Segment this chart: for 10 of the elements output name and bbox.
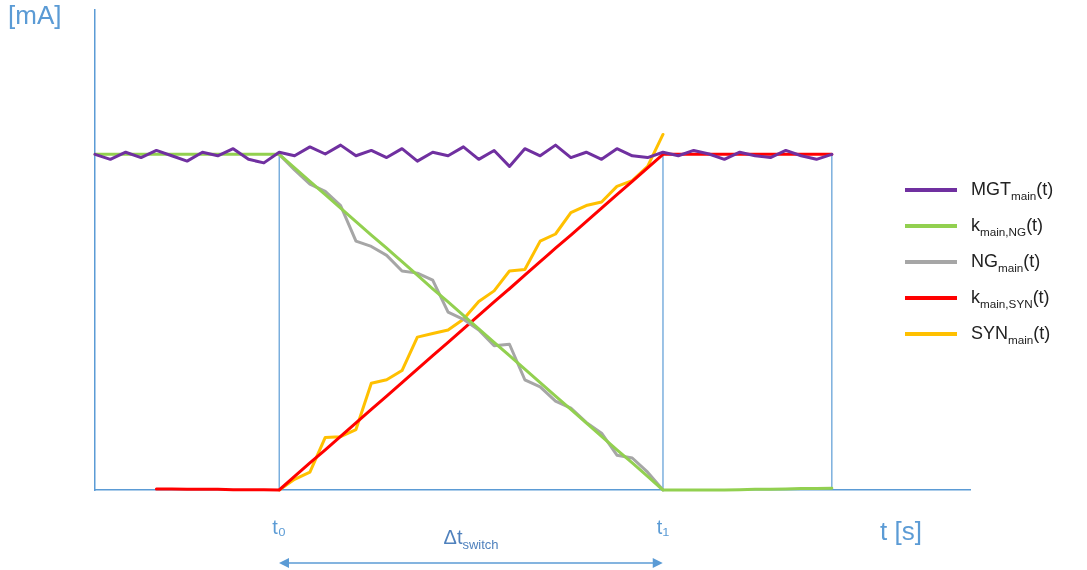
legend-label: k$_{main,SYN}$(t) <box>971 286 1050 310</box>
legend-label: NG$_{main}$(t) <box>971 250 1041 274</box>
text: Δt$_{switch}$ <box>443 526 499 552</box>
legend-label: MGT$_{main}$(t) <box>971 178 1054 202</box>
x-axis-title: t [s] <box>880 516 922 547</box>
legend-label: SYN$_{main}$(t) <box>971 322 1051 346</box>
y-axis-title: [mA] <box>8 0 62 31</box>
legend-label: k$_{main,NG}$(t) <box>971 214 1044 238</box>
x-tick-label: t₁ <box>656 515 670 538</box>
x-tick-label: t₀ <box>272 515 287 538</box>
